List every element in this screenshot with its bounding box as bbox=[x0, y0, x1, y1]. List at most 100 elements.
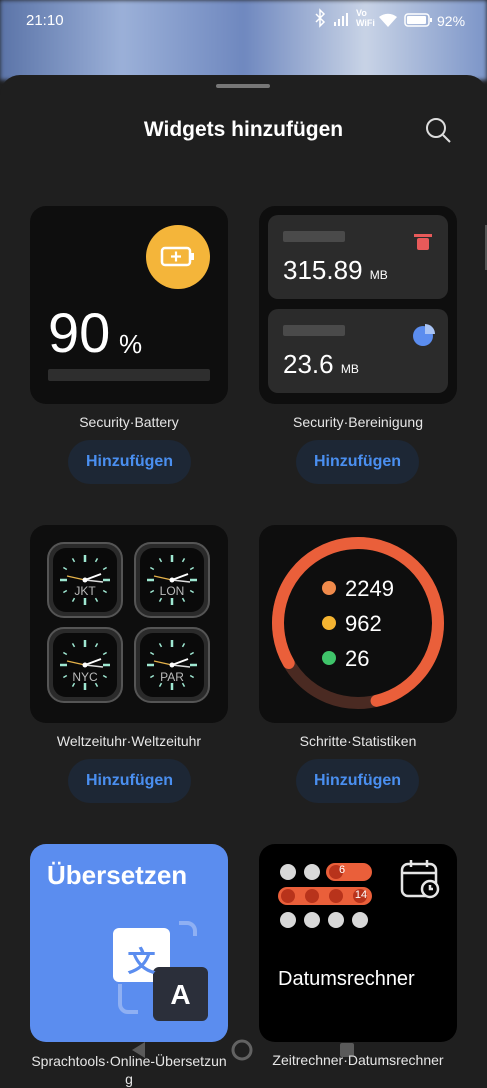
trash-icon bbox=[414, 234, 432, 250]
battery-unit: % bbox=[119, 329, 143, 359]
add-button[interactable]: Hinzufügen bbox=[296, 759, 419, 803]
steps-ring bbox=[272, 537, 444, 709]
unit: MB bbox=[369, 268, 388, 282]
clock-part bbox=[82, 577, 88, 583]
badge: 6 bbox=[338, 864, 346, 876]
widget-label: Sprachtools·Online-Übersetzung bbox=[31, 1053, 227, 1087]
clock-part bbox=[169, 577, 175, 583]
battery-bar bbox=[48, 369, 210, 381]
value: 315.89 bbox=[283, 255, 363, 285]
clock-part bbox=[158, 597, 163, 603]
calendar-icon bbox=[400, 860, 440, 899]
stat: 962 bbox=[345, 611, 382, 636]
clock-city: PAR bbox=[160, 670, 184, 684]
clock-part bbox=[149, 674, 155, 679]
clock-part bbox=[94, 682, 99, 688]
nav-bar bbox=[132, 1039, 354, 1061]
clock-part bbox=[102, 566, 108, 571]
clock-part bbox=[189, 651, 195, 656]
clock-part bbox=[171, 664, 191, 668]
status-icons bbox=[315, 8, 432, 28]
clock-part bbox=[71, 682, 76, 688]
clock-part bbox=[62, 589, 68, 594]
add-button[interactable]: Hinzufügen bbox=[296, 440, 419, 484]
nav-recent[interactable] bbox=[340, 1043, 354, 1057]
clock-part bbox=[181, 642, 186, 648]
widget-label: Security·Battery bbox=[79, 414, 179, 430]
steps-graphics bbox=[272, 537, 444, 709]
clock-part bbox=[181, 597, 186, 603]
clock-part bbox=[94, 597, 99, 603]
widget-title: Übersetzen bbox=[47, 860, 188, 890]
clock-part bbox=[189, 674, 195, 679]
clock-part bbox=[84, 579, 104, 583]
value: 23.6 bbox=[283, 349, 334, 379]
clock-city: NYC bbox=[72, 670, 98, 684]
clock-part bbox=[71, 642, 76, 648]
battery-level: 92% bbox=[437, 13, 466, 29]
clock-part bbox=[94, 642, 99, 648]
add-button[interactable]: Hinzufügen bbox=[68, 759, 191, 803]
network-top: Vo bbox=[356, 8, 367, 18]
clock-part bbox=[149, 589, 155, 594]
widget-label: Zeitrechner·Datumsrechner bbox=[272, 1052, 444, 1068]
search-icon[interactable] bbox=[426, 118, 451, 143]
clock-part bbox=[71, 557, 76, 563]
battery-graphics bbox=[48, 225, 210, 381]
clock-part bbox=[102, 651, 108, 656]
clock-part bbox=[84, 573, 102, 581]
unit: MB bbox=[340, 362, 359, 376]
clock-part bbox=[71, 597, 76, 603]
nav-back[interactable] bbox=[132, 1042, 145, 1058]
clock-part bbox=[181, 557, 186, 563]
status-background bbox=[0, 0, 487, 80]
clock-part bbox=[62, 674, 68, 679]
clock-part bbox=[149, 566, 155, 571]
clock-part bbox=[181, 682, 186, 688]
widget-label: Weltzeituhr·Weltzeituhr bbox=[56, 733, 202, 749]
clock-part bbox=[153, 660, 173, 666]
translate-graphics bbox=[113, 921, 208, 1021]
add-button[interactable]: Hinzufügen bbox=[68, 440, 191, 484]
pie-icon bbox=[413, 324, 435, 346]
clock-city: LON bbox=[159, 584, 185, 598]
stat: 2249 bbox=[345, 576, 394, 601]
clock-part bbox=[66, 660, 86, 666]
battery-icon bbox=[160, 246, 192, 267]
widget-title: Datumsrechner bbox=[278, 968, 415, 990]
clock-part bbox=[84, 658, 102, 666]
network-bottom: WiFi bbox=[356, 18, 375, 28]
clock-part bbox=[171, 658, 189, 666]
clock-part bbox=[62, 651, 68, 656]
clock-part bbox=[149, 651, 155, 656]
handle[interactable] bbox=[216, 84, 270, 88]
clock-graphics bbox=[47, 542, 210, 703]
badge: 14 bbox=[354, 889, 368, 901]
nav-home[interactable] bbox=[231, 1039, 253, 1061]
cleanup-value: 23.6 MB bbox=[283, 349, 359, 380]
clock-part bbox=[62, 566, 68, 571]
battery-value: 90 bbox=[48, 301, 111, 364]
title: Widgets hinzufügen bbox=[143, 118, 344, 141]
network: Vo WiFi bbox=[356, 8, 375, 28]
clock-part bbox=[158, 642, 163, 648]
clock-part bbox=[189, 566, 195, 571]
cleanup-value: 315.89 MB bbox=[283, 255, 388, 286]
clock-part bbox=[158, 682, 163, 688]
clock-part bbox=[153, 575, 173, 581]
steps-widget[interactable] bbox=[259, 525, 457, 723]
stat: 26 bbox=[345, 646, 370, 671]
time: 21:10 bbox=[26, 12, 64, 29]
clock-part bbox=[84, 664, 104, 668]
scrollbar bbox=[485, 225, 487, 270]
clock-part bbox=[66, 575, 86, 581]
widget-label: Security·Bereinigung bbox=[293, 414, 423, 430]
icon-source: 文 bbox=[127, 946, 156, 977]
clock-part bbox=[171, 573, 189, 581]
clock-part bbox=[94, 557, 99, 563]
clock-city: JKT bbox=[74, 584, 96, 598]
clock-part bbox=[171, 579, 191, 583]
clock-part bbox=[158, 557, 163, 563]
clock-part bbox=[189, 589, 195, 594]
